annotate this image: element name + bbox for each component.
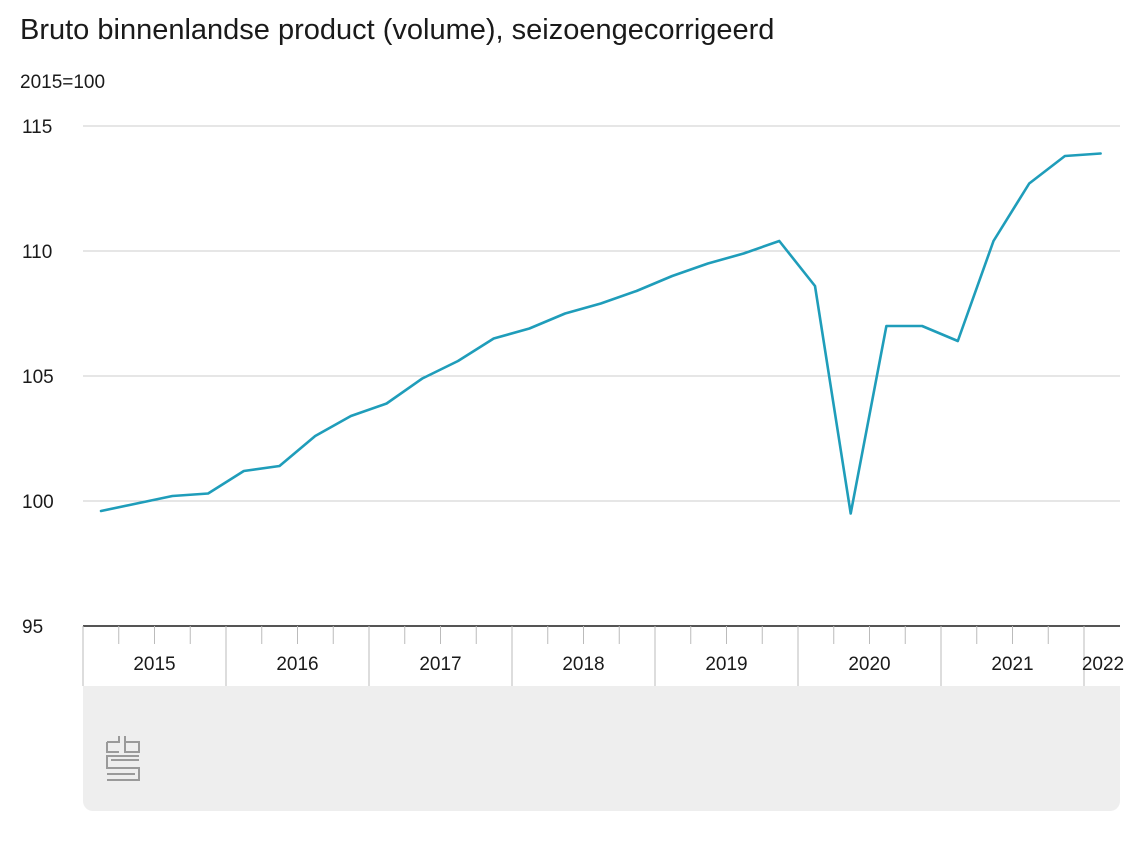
y-axis-ticks: 95 100 105 110 115: [22, 117, 54, 638]
data-point[interactable]: [381, 398, 393, 410]
x-tick-label: 2017: [419, 654, 461, 675]
cbs-logo-icon: [106, 736, 140, 781]
x-tick-label: 2022: [1082, 654, 1124, 675]
data-point[interactable]: [274, 460, 286, 472]
x-tick-label: 2020: [848, 654, 890, 675]
data-point[interactable]: [488, 333, 500, 345]
data-point[interactable]: [1023, 178, 1035, 190]
y-tick-label: 115: [22, 117, 52, 138]
data-point[interactable]: [880, 320, 892, 332]
data-point[interactable]: [952, 335, 964, 347]
y-axis-unit-label: 2015=100: [20, 72, 106, 93]
x-tick-label: 2018: [562, 654, 604, 675]
x-tick-label: 2019: [705, 654, 747, 675]
data-point[interactable]: [309, 430, 321, 442]
y-tick-label: 100: [22, 492, 54, 513]
chart-title: Bruto binnenlandse product (volume), sei…: [20, 14, 775, 46]
chart-footer: [83, 686, 1120, 811]
data-point[interactable]: [1059, 150, 1071, 162]
data-point[interactable]: [773, 235, 785, 247]
gridlines: [83, 125, 1120, 502]
data-point[interactable]: [523, 323, 535, 335]
data-point[interactable]: [452, 355, 464, 367]
data-point[interactable]: [559, 308, 571, 320]
data-point[interactable]: [95, 505, 107, 517]
y-tick-label: 110: [22, 242, 52, 263]
y-tick-label: 105: [22, 367, 54, 388]
data-point[interactable]: [738, 248, 750, 260]
data-point[interactable]: [345, 410, 357, 422]
data-point[interactable]: [988, 235, 1000, 247]
data-point[interactable]: [666, 270, 678, 282]
data-point[interactable]: [702, 258, 714, 270]
x-tick-label: 2016: [276, 654, 318, 675]
data-point[interactable]: [1095, 148, 1107, 160]
data-point[interactable]: [166, 490, 178, 502]
data-point[interactable]: [416, 373, 428, 385]
series-lines: [95, 148, 1107, 520]
data-point[interactable]: [845, 508, 857, 520]
series-line: [99, 152, 1102, 515]
y-tick-label: 95: [22, 617, 43, 638]
data-point[interactable]: [631, 285, 643, 297]
data-point[interactable]: [131, 498, 143, 510]
data-point[interactable]: [809, 280, 821, 292]
data-point[interactable]: [916, 320, 928, 332]
x-tick-label: 2021: [991, 654, 1033, 675]
data-point[interactable]: [202, 488, 214, 500]
x-axis: 2015 2016 2017 2018 2019 2020 2021 2022: [82, 625, 1124, 686]
data-point[interactable]: [595, 298, 607, 310]
x-tick-label: 2015: [133, 654, 175, 675]
data-point[interactable]: [238, 465, 250, 477]
